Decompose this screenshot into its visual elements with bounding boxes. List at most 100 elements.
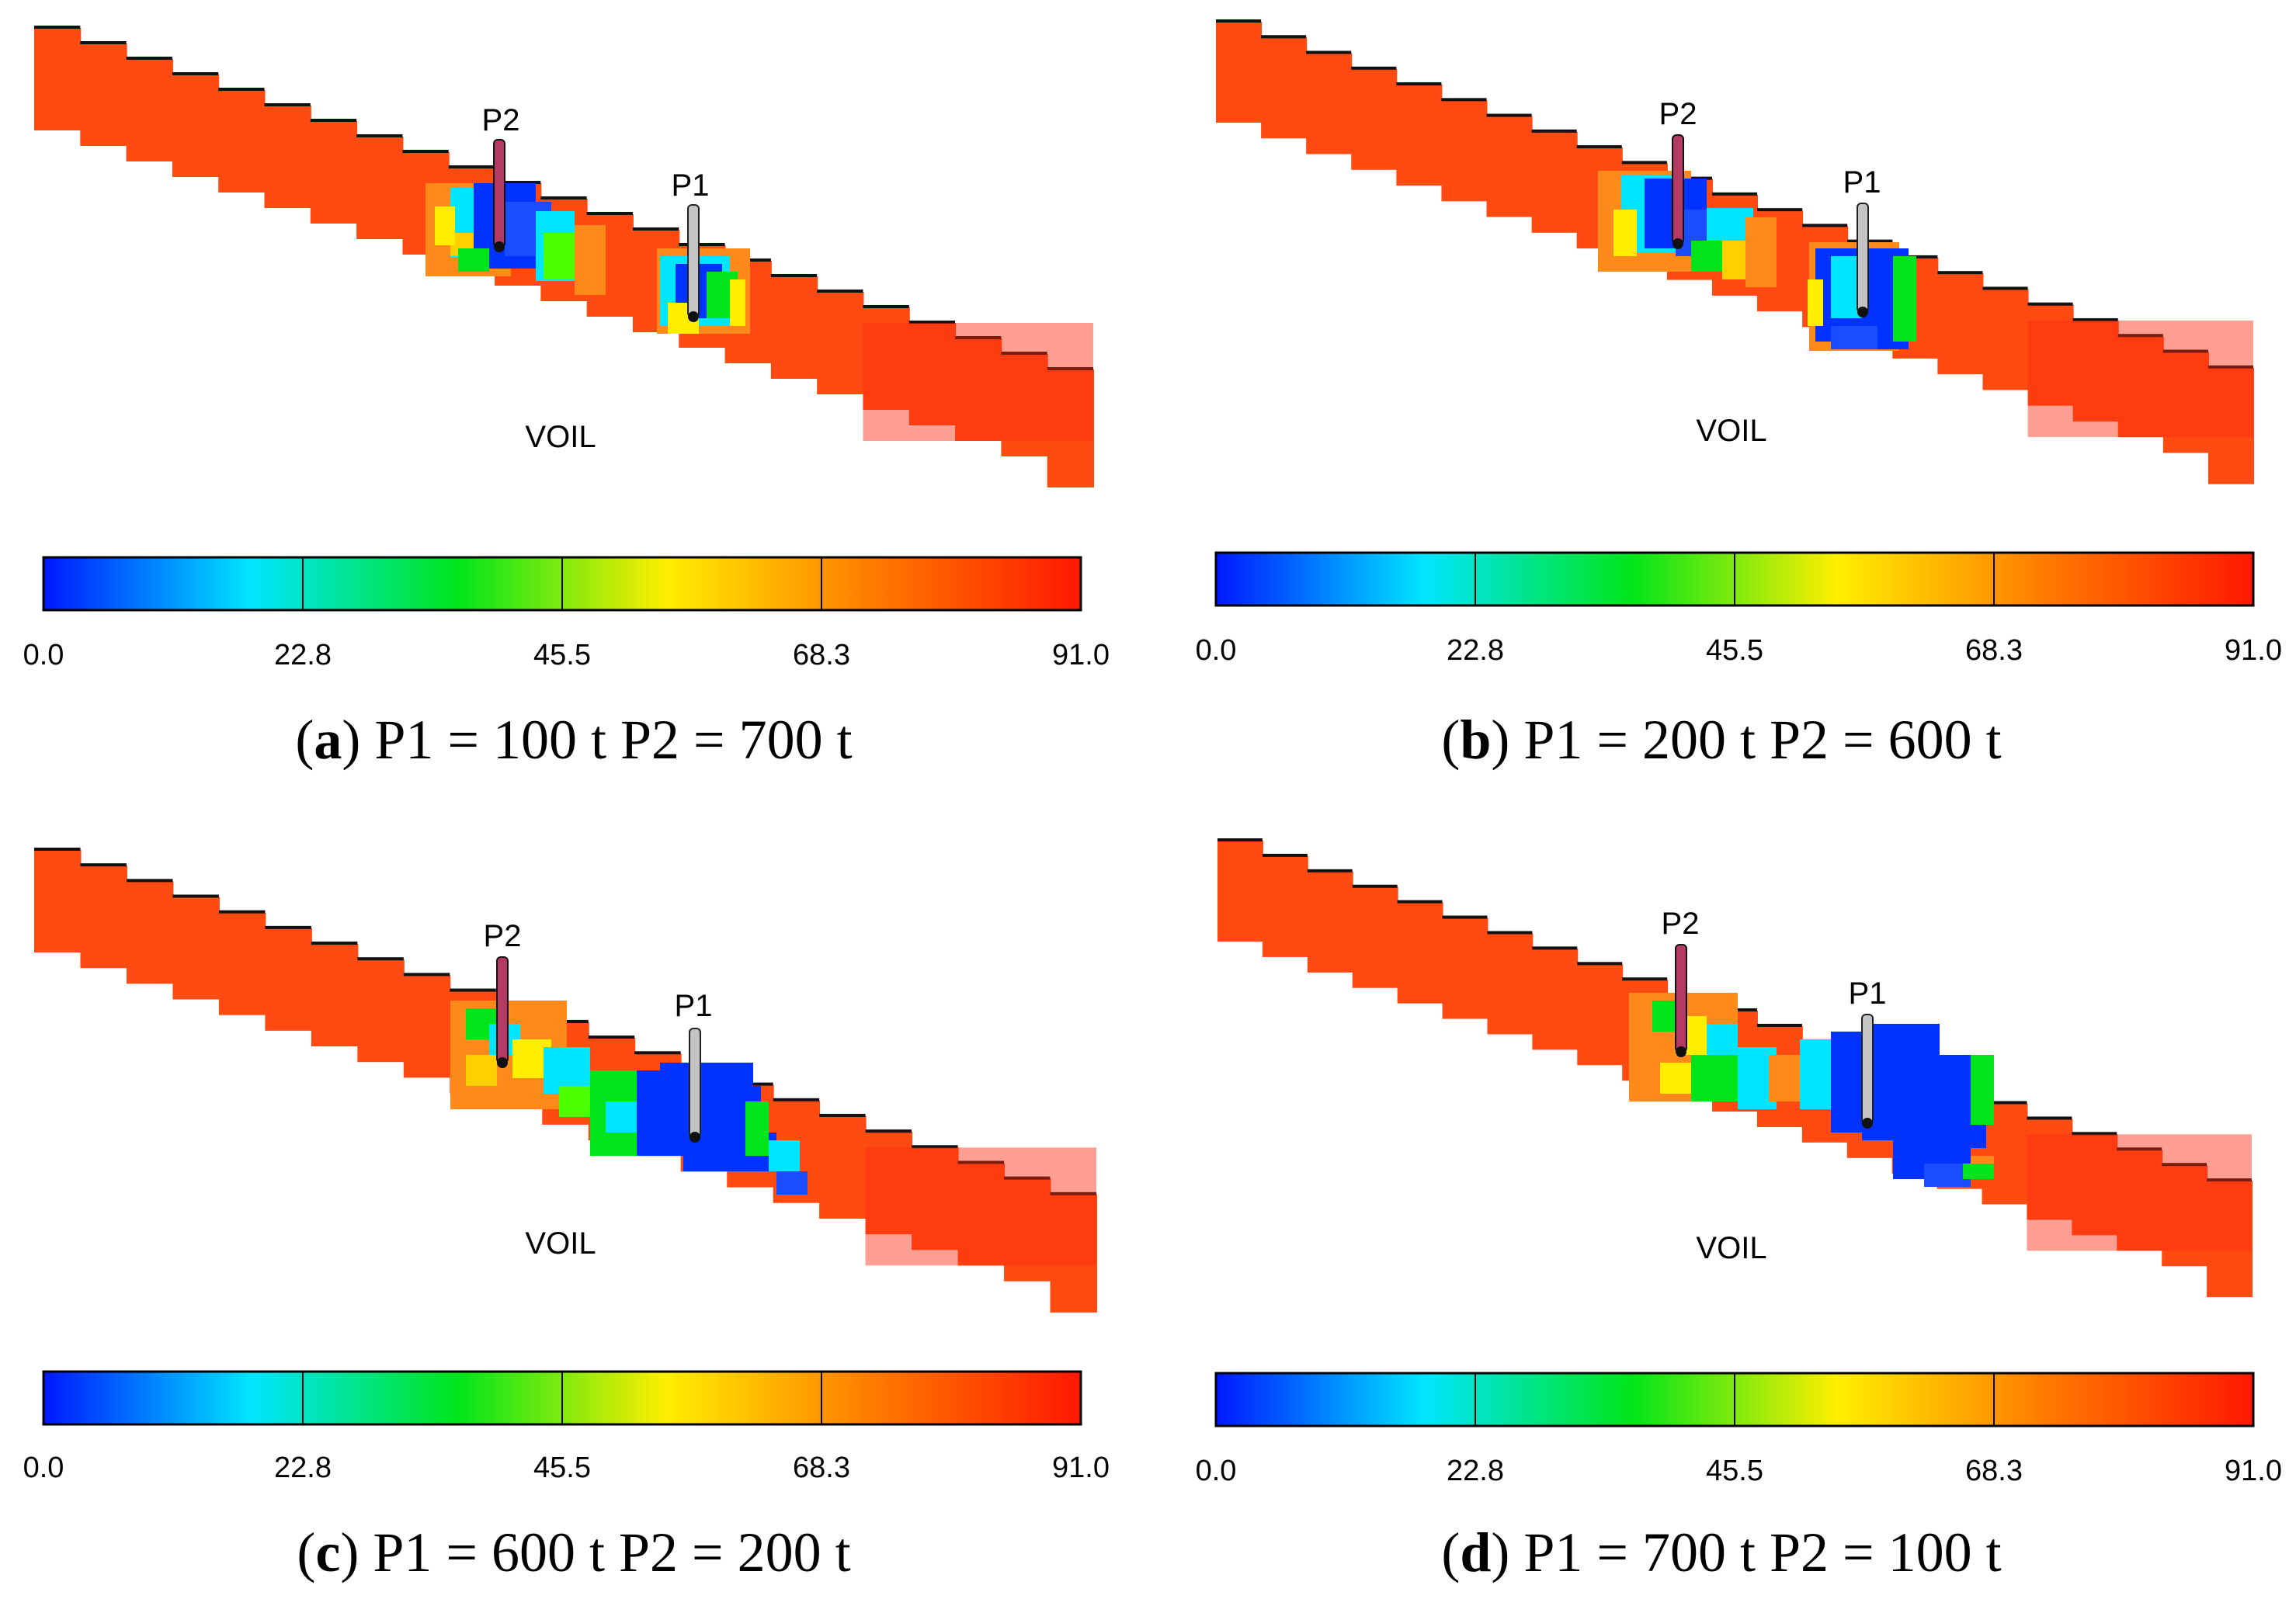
reservoir-cell	[1486, 116, 1533, 217]
cell-edge	[2117, 1147, 2162, 1151]
well-p1: P1	[1849, 976, 1886, 1129]
swept-cell	[1971, 1055, 1994, 1125]
cell-edge	[34, 848, 81, 851]
cell-edge	[1307, 869, 1353, 872]
colorbar-tick: 22.8	[1447, 1455, 1504, 1487]
reservoir-cell	[403, 975, 451, 1078]
caption-tag: b	[1460, 709, 1492, 771]
colorbar-tick: 45.5	[533, 1452, 591, 1484]
swept-cell	[1660, 1063, 1691, 1094]
colorbar-tick: 22.8	[1447, 634, 1504, 667]
well-tip	[689, 1132, 700, 1143]
cell-edge	[172, 894, 219, 898]
reservoir-cell	[2117, 336, 2164, 438]
cell-edge	[1441, 98, 1487, 102]
cell-edge	[1982, 286, 2028, 290]
well-tip	[1862, 1118, 1873, 1129]
property-label: VOIL	[525, 420, 596, 454]
swept-cell	[1893, 256, 1916, 342]
well-p1: P1	[672, 168, 710, 322]
cell-edge	[770, 274, 818, 277]
reservoir-cell	[819, 1115, 867, 1219]
colorbar: 0.0 22.8 45.5 68.3 91.0	[1196, 1372, 2282, 1487]
cell-edge	[126, 879, 173, 883]
colorbar-tick: 0.0	[23, 639, 64, 671]
reservoir-cell	[1217, 841, 1263, 942]
cell-edge	[773, 1098, 820, 1101]
reservoir-cell	[1306, 53, 1353, 154]
reservoir-cell	[356, 137, 404, 239]
reservoir-cell	[957, 1163, 1006, 1266]
cell-edge	[2117, 334, 2163, 338]
colorbar-tick: 22.8	[274, 639, 332, 671]
cell-edge	[588, 1035, 635, 1039]
reservoir-cell	[863, 323, 1093, 441]
colorbar-tick: 91.0	[1052, 639, 1110, 671]
reservoir-cell	[817, 292, 864, 394]
well-p1: P1	[675, 989, 713, 1143]
well-p2-label: P2	[484, 919, 522, 953]
reservoir-cell	[770, 276, 818, 379]
reservoir-cell	[2027, 1134, 2252, 1251]
cell-edge	[1487, 931, 1533, 935]
cell-edge	[1262, 853, 1308, 857]
swept-cell	[1691, 1055, 1745, 1101]
reservoir-cell	[2027, 320, 2253, 437]
caption-tag: a	[314, 709, 342, 771]
swept-cell	[466, 1055, 497, 1086]
panel-d: P2 P1 VOIL 0.0 22.8 45.5 68.3 91.0 (d) P…	[1148, 806, 2295, 1613]
reservoir-cell	[908, 323, 957, 425]
swept-cell	[1800, 1039, 1831, 1109]
panel-caption: (d) P1 = 700 t P2 = 100 t	[1441, 1521, 2002, 1584]
swept-cell	[1831, 326, 1877, 349]
cell-edge	[2162, 349, 2208, 353]
reservoir-cell	[80, 865, 127, 969]
reservoir-cell	[1351, 68, 1398, 170]
colorbar: 0.0 22.8 45.5 68.3 91.0	[1196, 551, 2282, 667]
cell-edge	[1217, 838, 1263, 841]
swept-cell	[1613, 210, 1637, 256]
reservoir-cell	[34, 850, 82, 952]
colorbar-tick: 0.0	[1196, 634, 1237, 667]
property-label: VOIL	[525, 1226, 596, 1261]
well-tip	[1676, 1046, 1686, 1057]
cell-edge	[586, 212, 633, 215]
cell-edge	[448, 165, 495, 168]
well-tip	[1673, 238, 1683, 249]
reservoir-cell	[2207, 367, 2254, 484]
cell-edge	[679, 243, 725, 246]
well-p1-label: P1	[675, 989, 713, 1023]
panel-caption: (b) P1 = 200 t P2 = 600 t	[1441, 709, 2002, 771]
swept-cell	[1707, 1024, 1738, 1055]
reservoir-cell	[218, 912, 266, 1015]
caption-tag: d	[1460, 1521, 1492, 1584]
cell-edge	[357, 957, 404, 961]
panel-a: P2 P1 VOIL 0.0 22.8 45.5 68.3 91.0 (a) P…	[0, 0, 1148, 806]
colorbar: 0.0 22.8 45.5 68.3 91.0	[23, 556, 1110, 671]
swept-cell	[1808, 279, 1823, 326]
reservoir-cell	[172, 75, 220, 177]
well-p2: P2	[482, 103, 519, 252]
property-label: VOIL	[1696, 414, 1766, 448]
reservoir-cell	[1532, 949, 1579, 1050]
well-tip	[497, 1057, 508, 1068]
reservoir-cell	[265, 928, 312, 1031]
colorbar-tick: 68.3	[1965, 634, 2023, 667]
cell-edge	[264, 103, 311, 106]
cell-edge	[2027, 1116, 2072, 1120]
reservoir-cell	[2072, 320, 2119, 421]
reservoir-cell	[1487, 933, 1534, 1035]
cell-edge	[863, 305, 909, 308]
cell-edge	[1577, 962, 1623, 966]
swept-cell	[458, 248, 489, 272]
reservoir-view: P2 P1 VOIL 0.0 22.8 45.5 68.3 91.0	[23, 848, 1110, 1484]
well-p1-label: P1	[672, 168, 710, 203]
caption-text: P1 = 600 t P2 = 200 t	[359, 1521, 851, 1584]
colorbar-tick: 68.3	[793, 639, 850, 671]
cell-edge	[450, 988, 496, 992]
colorbar-tick: 68.3	[793, 1452, 850, 1484]
colorbar-tick: 45.5	[533, 639, 591, 671]
reservoir-cell	[34, 28, 82, 130]
cell-edge	[218, 910, 266, 914]
colorbar-tick: 91.0	[2225, 1455, 2282, 1487]
